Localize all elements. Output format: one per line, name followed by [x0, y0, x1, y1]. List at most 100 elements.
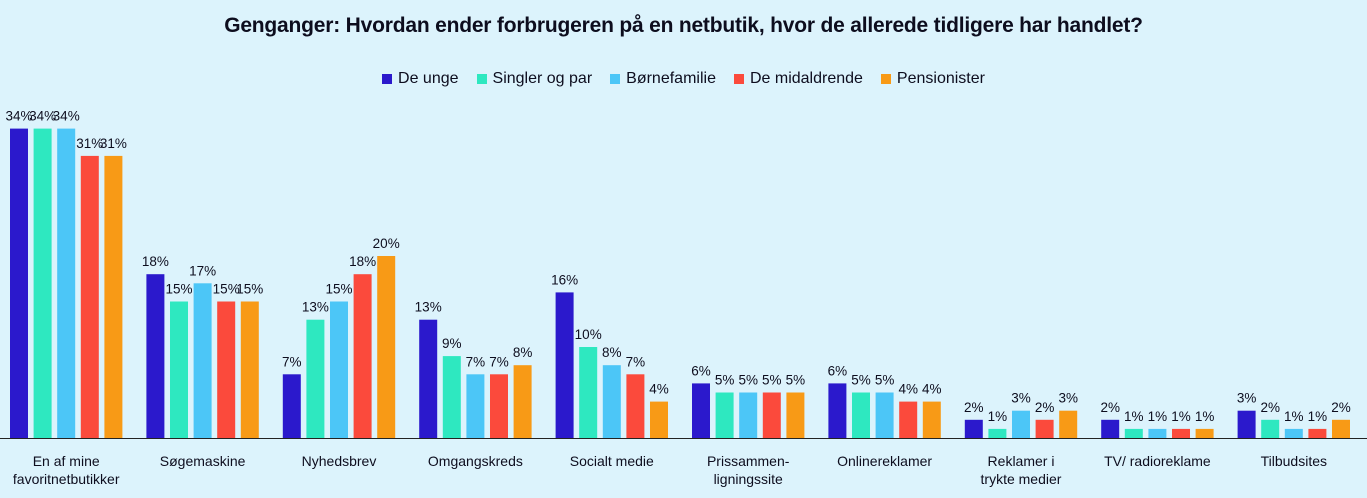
bar: [1172, 428, 1190, 438]
bar: [513, 365, 532, 438]
bar: [692, 383, 710, 438]
data-label: 1%: [1308, 409, 1328, 424]
data-label: 2%: [1100, 400, 1120, 415]
bar: [1124, 428, 1143, 438]
bar: [988, 428, 1007, 438]
data-label: 34%: [53, 109, 80, 124]
legend-swatch: [382, 74, 393, 84]
data-label: 6%: [691, 363, 711, 378]
bar: [80, 155, 99, 438]
bar: [762, 392, 781, 438]
data-label: 7%: [489, 354, 509, 369]
bar: [1012, 410, 1030, 438]
bar: [739, 392, 758, 438]
bar: [1101, 419, 1120, 438]
category-label: Omgangskreds: [428, 453, 523, 469]
chart-legend: De unge Singler og par Børnefamilie De mida…: [0, 70, 1367, 88]
category-label-line: trykte medier: [981, 471, 1062, 487]
bar: [1308, 428, 1327, 438]
bar: [650, 401, 668, 438]
data-label: 17%: [189, 263, 216, 278]
category-label: Prissammen-ligningssite: [707, 453, 790, 487]
data-label: 1%: [1195, 409, 1215, 424]
bar: [1261, 419, 1280, 438]
bar: [1148, 428, 1167, 438]
data-label: 5%: [738, 373, 758, 388]
bar: [1195, 428, 1214, 438]
category-label-line: En af mine: [33, 453, 100, 469]
category-label: Socialt medie: [570, 453, 654, 469]
data-label: 7%: [626, 354, 646, 369]
bar: [1332, 419, 1350, 438]
data-label: 4%: [649, 382, 669, 397]
data-label: 18%: [349, 254, 376, 269]
data-label: 34%: [29, 109, 56, 124]
bar: [852, 392, 870, 438]
legend-swatch: [476, 74, 487, 84]
category-label-line: Reklamer i: [988, 453, 1055, 469]
category-label-line: Socialt medie: [570, 453, 654, 469]
legend-swatch: [880, 74, 891, 84]
category-label-line: favoritnetbutikker: [13, 471, 120, 487]
bar: [377, 256, 396, 438]
bar: [490, 374, 508, 438]
data-label: 1%: [1171, 409, 1191, 424]
data-label: 2%: [1331, 400, 1351, 415]
data-label: 15%: [325, 282, 352, 297]
bar: [1035, 419, 1054, 438]
category-label-line: Prissammen-: [707, 453, 790, 469]
data-label: 1%: [1148, 409, 1168, 424]
category-label: TV/ radioreklame: [1104, 453, 1211, 469]
bar: [442, 356, 461, 438]
bar: [170, 301, 188, 438]
category-label: Nyhedsbrev: [302, 453, 377, 469]
legend-swatch: [733, 74, 744, 84]
bar: [104, 155, 123, 438]
data-label: 18%: [142, 254, 169, 269]
data-label: 5%: [875, 373, 895, 388]
bar: [57, 128, 76, 438]
category-label-line: ligningssite: [714, 471, 783, 487]
data-label: 15%: [165, 282, 192, 297]
category-label: Onlinereklamer: [837, 453, 932, 469]
data-label: 1%: [988, 409, 1008, 424]
legend-item: De unge: [382, 70, 459, 88]
bar: [555, 292, 574, 438]
category-label: Reklamer i trykte medier: [981, 453, 1062, 487]
bar: [330, 301, 348, 438]
data-label: 3%: [1011, 391, 1031, 406]
category-label-line: Onlinereklamer: [837, 453, 932, 469]
category-label-line: Omgangskreds: [428, 453, 523, 469]
category-label-line: TV/ radioreklame: [1104, 453, 1211, 469]
bar: [217, 301, 236, 438]
data-label: 6%: [828, 363, 848, 378]
legend-label: Pensionister: [896, 70, 985, 87]
bar: [419, 319, 438, 438]
data-label: 5%: [786, 373, 806, 388]
legend-item: Singler og par: [476, 70, 593, 88]
data-label: 1%: [1284, 409, 1304, 424]
legend-item: Børnefamilie: [610, 70, 716, 88]
data-label: 7%: [466, 354, 486, 369]
data-label: 5%: [715, 373, 735, 388]
data-label: 1%: [1124, 409, 1144, 424]
legend-label: De midaldrende: [749, 70, 863, 87]
category-label: Søgemaskine: [160, 453, 246, 469]
data-label: 2%: [964, 400, 984, 415]
bar: [466, 374, 485, 438]
category-label-line: Søgemaskine: [160, 453, 246, 469]
bar: [602, 365, 621, 438]
data-label: 13%: [415, 300, 442, 315]
data-label: 8%: [602, 345, 622, 360]
bar: [353, 274, 372, 438]
data-label: 2%: [1035, 400, 1055, 415]
category-label: Tilbudsites: [1261, 453, 1327, 469]
bar: [786, 392, 805, 438]
data-label: 2%: [1260, 400, 1280, 415]
data-label: 5%: [762, 373, 782, 388]
data-label: 15%: [236, 282, 263, 297]
bar: [240, 301, 259, 438]
bar: [1284, 428, 1303, 438]
bar: [875, 392, 894, 438]
legend-label: Singler og par: [492, 70, 593, 87]
